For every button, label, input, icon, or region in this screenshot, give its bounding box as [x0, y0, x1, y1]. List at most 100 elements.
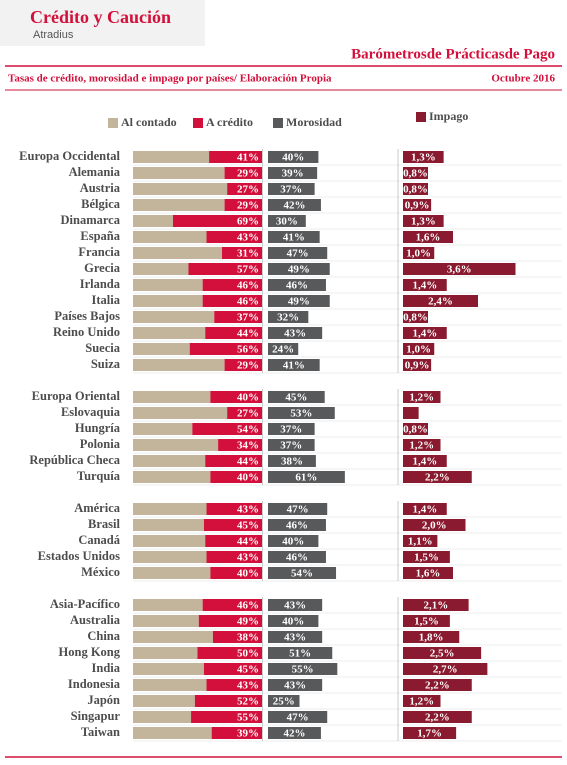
value-label: 54% [291, 568, 313, 580]
bar-segment [214, 311, 262, 323]
bar [268, 167, 318, 179]
bar [403, 599, 469, 611]
bar [268, 199, 321, 211]
bar [403, 231, 453, 243]
category-label: Reino Unido [53, 325, 120, 339]
bar-segment [133, 551, 207, 563]
value-label: 29% [237, 168, 259, 180]
bar-segment [191, 711, 262, 723]
bar [268, 567, 337, 579]
bar-segment [133, 647, 198, 659]
value-label: 0,9% [405, 360, 430, 372]
value-label: 2,5% [430, 648, 455, 660]
bar-segment [133, 439, 219, 451]
value-label: 46% [237, 600, 259, 612]
category-label: India [92, 661, 121, 675]
bar [268, 727, 321, 739]
value-label: 38% [281, 456, 303, 468]
value-label: 40% [237, 392, 259, 404]
bar [403, 183, 428, 195]
value-label: 32% [277, 312, 299, 324]
value-label: 55% [237, 712, 259, 724]
bar-segment [209, 151, 262, 163]
bar-segment [222, 247, 262, 259]
category-label: Canadá [78, 533, 120, 547]
bar-segment [133, 263, 189, 275]
bar [403, 439, 441, 451]
bar-segment [133, 279, 203, 291]
brand: Crédito y Caución [30, 7, 171, 27]
bar-segment [203, 663, 262, 675]
value-label: 2,0% [422, 520, 447, 532]
bar-segment [189, 343, 262, 355]
bar [403, 151, 444, 163]
value-label: 56% [237, 344, 259, 356]
bar [403, 391, 441, 403]
value-label: 37% [237, 312, 259, 324]
bar-segment [205, 455, 262, 467]
legend-label: Impago [429, 109, 468, 123]
bar [268, 455, 316, 467]
category-label: Países Bajos [54, 309, 120, 323]
bar [268, 247, 328, 259]
value-label: 49% [237, 616, 259, 628]
value-label: 1,5% [414, 616, 439, 628]
bar [403, 279, 447, 291]
category-label: Francia [78, 245, 120, 259]
bar-segment [205, 535, 262, 547]
value-label: 37% [280, 440, 302, 452]
logo-box [0, 0, 205, 46]
bar [403, 199, 432, 211]
category-label: Bélgica [81, 197, 121, 211]
value-label: 43% [284, 680, 306, 692]
value-label: 40% [237, 472, 259, 484]
bar [403, 327, 447, 339]
bar-segment [133, 503, 207, 515]
category-label: República Checa [29, 453, 120, 467]
value-label: 27% [237, 408, 259, 420]
value-label: 34% [237, 440, 259, 452]
bar [403, 519, 466, 531]
bar [268, 519, 326, 531]
bar [268, 615, 319, 627]
value-label: 39% [282, 168, 304, 180]
category-label: Estados Unidos [38, 549, 120, 563]
bar-segment [202, 279, 262, 291]
value-label: 1,6% [416, 568, 441, 580]
bar [268, 535, 319, 547]
bar-segment [133, 343, 190, 355]
bar [268, 599, 323, 611]
value-label: 1,4% [413, 328, 438, 340]
bar-segment [205, 327, 262, 339]
bar-segment [133, 231, 207, 243]
category-label: Australia [70, 613, 121, 627]
category-label: Eslovaquia [61, 405, 121, 419]
bar [403, 247, 435, 259]
bar [268, 503, 328, 515]
value-label: 40% [282, 616, 304, 628]
value-label: 44% [237, 536, 259, 548]
bar [403, 551, 450, 563]
bar-segment [133, 423, 193, 435]
category-label: Indonesia [68, 677, 121, 691]
category-label: Alemania [69, 165, 121, 179]
value-label: 47% [287, 712, 309, 724]
bar [268, 551, 326, 563]
value-label: 1,2% [409, 392, 434, 404]
bar [403, 567, 453, 579]
value-label: 46% [237, 280, 259, 292]
bar-segment [133, 247, 223, 259]
value-label: 3,6% [447, 264, 472, 276]
value-label: 27% [237, 184, 259, 196]
bar-segment [133, 151, 210, 163]
bar [268, 183, 315, 195]
bar [268, 711, 328, 723]
bar-segment [133, 199, 225, 211]
bar-segment [133, 295, 203, 307]
value-label: 25% [273, 696, 295, 708]
category-label: Italia [92, 293, 121, 307]
value-label: 2,7% [433, 664, 458, 676]
bar [268, 215, 306, 227]
bar [403, 343, 435, 355]
chart-title: Barómetrosde Prácticasde Pago [351, 46, 555, 62]
